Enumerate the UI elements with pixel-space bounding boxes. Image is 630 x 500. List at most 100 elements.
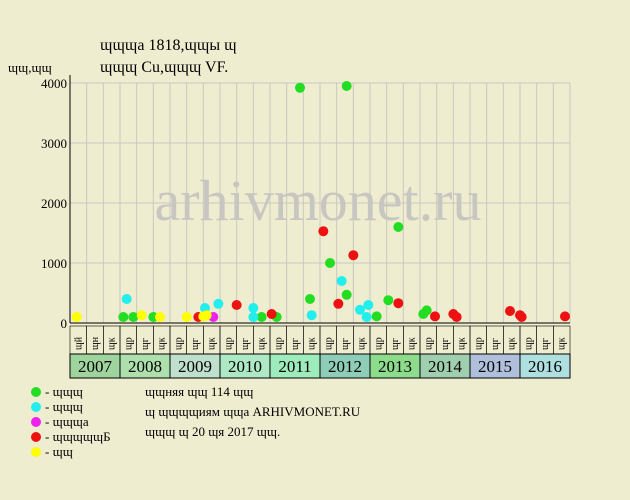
legend-marker xyxy=(31,387,41,397)
legend-label: - ɰɰɰɰɰБ xyxy=(45,429,111,444)
footer-line: ɰɰняя ɰɰ 114 ɰɰ xyxy=(145,384,253,399)
sub-label: ɰг xyxy=(190,338,201,350)
year-label: 2010 xyxy=(228,357,262,376)
sub-label: ɰй xyxy=(73,336,84,350)
data-point xyxy=(341,289,352,300)
data-point xyxy=(421,305,432,316)
sub-label: ɰк xyxy=(557,337,568,350)
year-label: 2008 xyxy=(128,357,162,376)
sub-label: ɰг xyxy=(240,338,251,350)
sub-label: ɰр xyxy=(273,337,284,350)
sub-label: ɰг xyxy=(340,338,351,350)
sub-label: ɰк xyxy=(157,337,168,350)
year-band xyxy=(469,353,521,379)
data-point xyxy=(560,311,570,322)
data-point xyxy=(118,312,129,322)
data-point xyxy=(213,298,224,309)
footer-line: ɰ ɰɰɰɰиям ɰɰа ARHIVMONET.RU xyxy=(145,404,361,419)
year-band xyxy=(269,353,321,379)
data-point xyxy=(361,312,372,322)
legend-marker xyxy=(31,402,41,412)
sub-label: ɰк xyxy=(457,337,468,350)
y-tick-label: 3000 xyxy=(41,136,67,151)
sub-label: ɰр xyxy=(523,337,534,350)
data-point xyxy=(128,312,139,322)
sub-label: ɰг xyxy=(540,338,551,350)
sub-label: ɰр xyxy=(123,337,134,350)
year-band xyxy=(519,353,571,379)
legend-label: - ɰɰɰ xyxy=(45,399,83,414)
sub-label: ɰг xyxy=(440,338,451,350)
sub-label: ɰр xyxy=(173,337,184,350)
data-point xyxy=(71,312,82,322)
data-point xyxy=(231,300,242,310)
legend-marker xyxy=(31,447,41,457)
y-tick-label: 1000 xyxy=(41,256,67,271)
sub-label: ɰк xyxy=(307,337,318,350)
data-point xyxy=(181,312,192,322)
year-band xyxy=(419,353,471,379)
data-point xyxy=(393,222,404,232)
data-point xyxy=(155,312,165,322)
y-axis-label: ɰɰ,ɰɰ xyxy=(8,60,52,75)
year-label: 2007 xyxy=(78,357,113,376)
year-label: 2012 xyxy=(328,357,362,376)
sub-cell xyxy=(553,325,571,355)
year-label: 2015 xyxy=(478,357,512,376)
legend-label: - ɰɰɰа xyxy=(45,414,89,429)
data-point xyxy=(348,250,359,261)
data-point xyxy=(306,310,317,321)
year-label: 2016 xyxy=(528,357,562,376)
data-point xyxy=(341,81,352,91)
data-point xyxy=(516,312,527,322)
data-point xyxy=(325,258,335,268)
sub-label: ɰк xyxy=(407,337,418,350)
year-label: 2009 xyxy=(178,357,212,376)
sub-label: ɰг xyxy=(390,338,401,350)
year-label: 2014 xyxy=(428,357,463,376)
data-point xyxy=(248,303,259,313)
sub-label: ɰг xyxy=(290,338,301,350)
data-point xyxy=(363,300,374,310)
chart-subtitle: ɰɰɰ Cu,ɰɰɰ VF. xyxy=(100,59,228,76)
data-point xyxy=(333,298,344,309)
data-point xyxy=(295,82,305,93)
data-point xyxy=(121,294,132,304)
sub-label: ɰк xyxy=(107,337,118,350)
data-point xyxy=(505,306,515,316)
y-tick-label: 2000 xyxy=(41,196,67,211)
sub-label: ɰк xyxy=(257,337,268,350)
legend-marker xyxy=(31,417,41,427)
year-label: 2013 xyxy=(378,357,412,376)
footer-line: ɰɰɰ ɰ 20 ɰя 2017 ɰɰ. xyxy=(145,424,280,439)
sub-label: ɰк xyxy=(357,337,368,350)
data-point xyxy=(136,310,147,321)
sub-label: ɰг xyxy=(490,338,501,350)
y-tick-label: 0 xyxy=(61,316,68,331)
year-band xyxy=(369,353,421,379)
sub-label: ɰн xyxy=(90,336,101,350)
sub-label: ɰр xyxy=(223,337,234,350)
sub-label: ɰр xyxy=(323,337,334,350)
data-point xyxy=(383,295,394,306)
data-point xyxy=(256,312,267,322)
data-point xyxy=(248,312,259,322)
data-point xyxy=(336,276,347,286)
watermark: arhivmonet.ru xyxy=(155,168,482,233)
data-point xyxy=(318,226,329,237)
data-point xyxy=(201,310,212,321)
year-band xyxy=(219,353,271,379)
data-point xyxy=(305,294,315,304)
legend-marker xyxy=(31,432,41,442)
data-point xyxy=(430,311,440,322)
year-band xyxy=(69,353,121,379)
data-point xyxy=(393,298,404,309)
data-point xyxy=(371,311,382,322)
sub-label: ɰр xyxy=(473,337,484,350)
data-point xyxy=(266,309,277,319)
data-point xyxy=(355,304,365,315)
sub-label: ɰр xyxy=(423,337,434,350)
sub-label: ɰк xyxy=(507,337,518,350)
sub-label: ɰр xyxy=(373,337,384,350)
